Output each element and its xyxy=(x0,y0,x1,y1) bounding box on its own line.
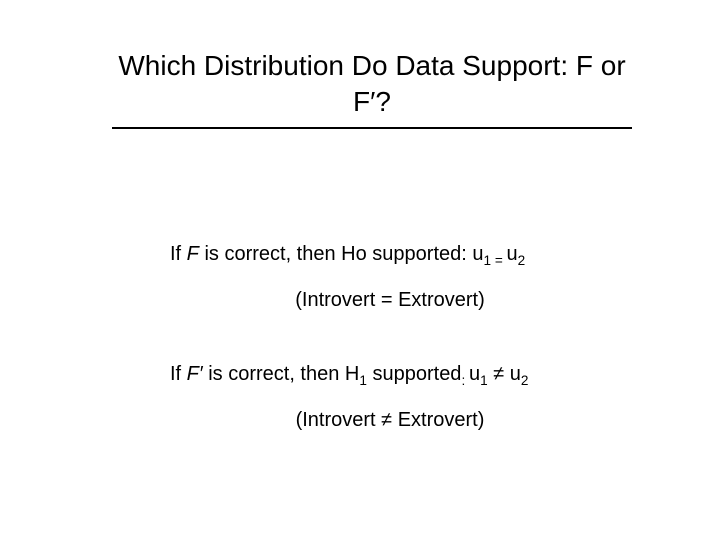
text: u xyxy=(469,363,480,385)
subscript-colon: : xyxy=(461,373,469,388)
text: supported xyxy=(367,363,462,385)
text: is correct, then H xyxy=(203,363,360,385)
text: u xyxy=(507,243,518,265)
hypothesis-null-line: If F is correct, then Ho supported: u1 =… xyxy=(170,240,610,268)
text: If xyxy=(170,243,187,265)
subscript: 1 xyxy=(359,373,367,388)
null-interpretation: (Introvert = Extrovert) xyxy=(170,286,610,314)
symbol-Fprime: F′ xyxy=(187,363,203,385)
text-neq: ≠ u xyxy=(488,363,521,385)
subscript: 2 xyxy=(518,253,526,268)
slide-title: Which Distribution Do Data Support: F or… xyxy=(112,48,632,121)
symbol-F: F xyxy=(187,243,199,265)
subscript: 2 xyxy=(521,373,529,388)
text: If xyxy=(170,363,187,385)
title-underline: Which Distribution Do Data Support: F or… xyxy=(112,48,632,129)
alt-interpretation: (Introvert ≠ Extrovert) xyxy=(170,406,610,434)
subscript: 1 xyxy=(480,373,488,388)
subscript: 1 = xyxy=(483,253,506,268)
slide: Which Distribution Do Data Support: F or… xyxy=(0,0,720,540)
slide-body: If F is correct, then Ho supported: u1 =… xyxy=(170,240,610,452)
hypothesis-alt-line: If F′ is correct, then H1 supported: u1 … xyxy=(170,360,610,388)
text: is correct, then Ho supported: u xyxy=(199,243,484,265)
